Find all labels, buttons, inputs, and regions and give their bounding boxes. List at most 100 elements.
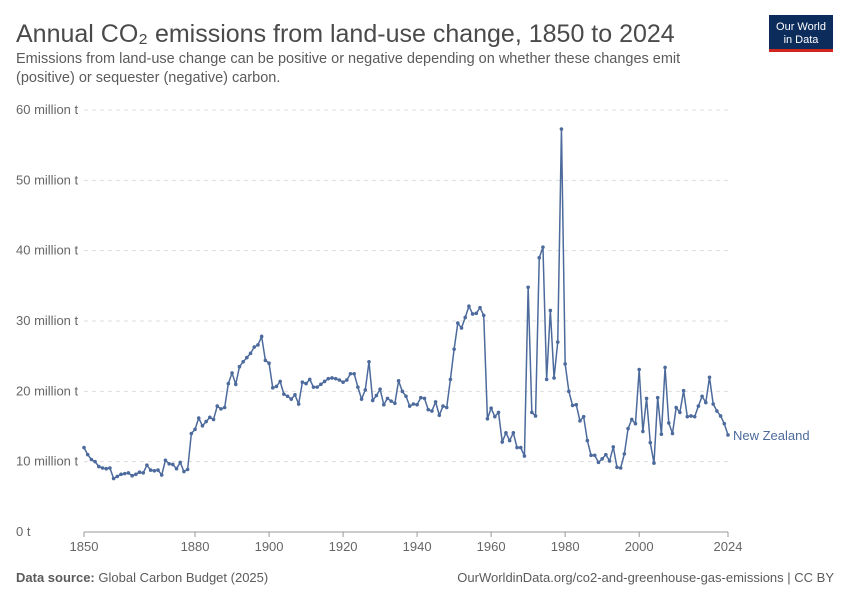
point bbox=[374, 393, 379, 398]
point bbox=[604, 452, 608, 457]
point bbox=[663, 365, 667, 370]
point bbox=[289, 397, 294, 401]
point bbox=[148, 468, 153, 472]
point bbox=[348, 371, 353, 376]
point bbox=[200, 423, 205, 428]
point bbox=[493, 414, 497, 419]
point bbox=[407, 404, 412, 408]
point bbox=[507, 438, 512, 443]
point bbox=[518, 445, 523, 450]
point bbox=[226, 381, 231, 386]
point bbox=[674, 405, 678, 410]
point bbox=[300, 380, 305, 384]
point bbox=[263, 358, 268, 363]
source-label: Data source: bbox=[16, 570, 95, 585]
point bbox=[526, 285, 530, 290]
point bbox=[437, 413, 442, 418]
point bbox=[319, 382, 323, 387]
point bbox=[522, 454, 527, 458]
y-tick-label: 60 million t bbox=[16, 102, 79, 117]
point bbox=[419, 395, 423, 400]
point bbox=[633, 421, 638, 426]
x-tick-label: 1960 bbox=[477, 539, 506, 554]
point bbox=[648, 440, 653, 445]
point bbox=[622, 452, 627, 456]
point bbox=[185, 467, 190, 472]
point bbox=[703, 400, 708, 405]
point bbox=[433, 400, 438, 404]
point bbox=[352, 371, 356, 376]
series-label: New Zealand bbox=[733, 428, 810, 443]
y-tick-label: 30 million t bbox=[16, 313, 79, 328]
point bbox=[463, 315, 468, 320]
point bbox=[270, 386, 275, 390]
point bbox=[585, 438, 590, 443]
chart-subtitle: Emissions from land-use change can be po… bbox=[16, 51, 681, 86]
point bbox=[478, 305, 482, 310]
point bbox=[689, 414, 693, 418]
point bbox=[241, 359, 245, 364]
point bbox=[211, 417, 216, 422]
point bbox=[381, 402, 386, 407]
point bbox=[452, 347, 456, 351]
point bbox=[367, 359, 371, 364]
x-tick-label: 2024 bbox=[714, 539, 743, 554]
point bbox=[400, 389, 405, 394]
point bbox=[256, 343, 260, 347]
point bbox=[563, 362, 567, 366]
point bbox=[237, 364, 242, 369]
point bbox=[285, 394, 290, 399]
point bbox=[700, 394, 704, 399]
point bbox=[100, 466, 105, 470]
point bbox=[530, 410, 534, 415]
line bbox=[83, 128, 729, 480]
point bbox=[607, 459, 612, 463]
point bbox=[559, 127, 564, 131]
point bbox=[541, 245, 545, 249]
point bbox=[356, 385, 360, 389]
point bbox=[222, 405, 227, 410]
y-tick-label: 20 million t bbox=[16, 383, 79, 398]
x-tick-label: 1880 bbox=[181, 539, 210, 554]
point bbox=[248, 351, 253, 356]
point bbox=[337, 378, 342, 382]
point bbox=[363, 388, 368, 392]
point bbox=[592, 453, 597, 458]
point bbox=[411, 402, 416, 406]
logo-text: Our World bbox=[776, 21, 826, 33]
point bbox=[208, 415, 212, 420]
point bbox=[626, 426, 630, 431]
point bbox=[230, 371, 234, 375]
point bbox=[570, 403, 575, 408]
point bbox=[93, 459, 97, 464]
point bbox=[718, 414, 723, 418]
point bbox=[544, 377, 549, 382]
point bbox=[126, 471, 131, 475]
point bbox=[85, 452, 90, 457]
point bbox=[692, 414, 697, 419]
source: Data source: Global Carbon Budget (2025) bbox=[16, 570, 268, 585]
point bbox=[370, 398, 375, 403]
point bbox=[711, 402, 715, 406]
point bbox=[474, 311, 479, 316]
point bbox=[515, 445, 519, 450]
point bbox=[444, 405, 449, 410]
point bbox=[600, 457, 604, 461]
point bbox=[441, 404, 445, 408]
point bbox=[456, 321, 460, 325]
point bbox=[696, 404, 701, 408]
point bbox=[344, 378, 349, 382]
point bbox=[259, 334, 264, 339]
point bbox=[137, 470, 142, 475]
logo bbox=[769, 15, 833, 52]
point bbox=[589, 453, 593, 458]
point bbox=[204, 419, 208, 424]
point bbox=[115, 474, 120, 479]
y-tick-label: 0 t bbox=[16, 524, 31, 539]
point bbox=[322, 379, 327, 384]
y-tick-label: 50 million t bbox=[16, 172, 79, 187]
point bbox=[396, 378, 401, 383]
point bbox=[511, 431, 516, 435]
point bbox=[459, 326, 464, 330]
